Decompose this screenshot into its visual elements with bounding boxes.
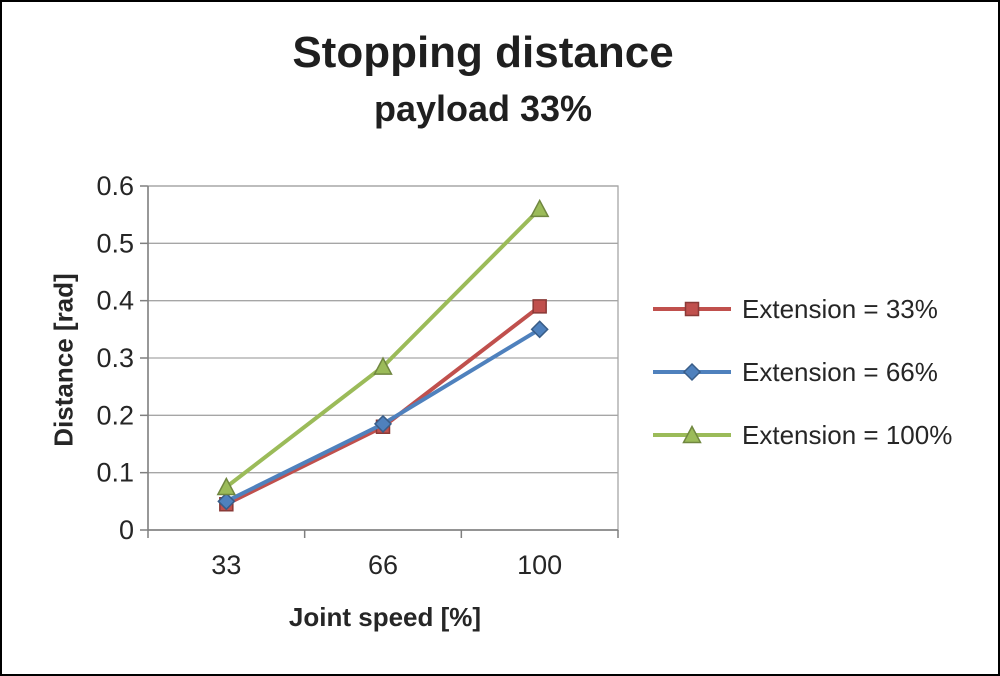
- legend-label: Extension = 100%: [742, 419, 953, 450]
- data-marker: [217, 492, 236, 511]
- x-axis-title: Joint speed [%]: [288, 602, 482, 632]
- series-line: [224, 304, 542, 507]
- legend-item: Extension = 33%: [650, 294, 952, 324]
- chart-title: Stopping distance: [292, 28, 674, 77]
- x-tick-label: 33: [211, 550, 241, 580]
- series-line: [224, 206, 542, 489]
- chart-subtitle: payload 33%: [373, 88, 593, 129]
- data-marker: [532, 299, 547, 314]
- data-marker: [373, 414, 393, 433]
- legend-marker-icon: [653, 301, 731, 317]
- legend-label: Extension = 33%: [742, 293, 938, 324]
- legend-marker-icon: [653, 424, 731, 444]
- x-tick-label: 100: [517, 550, 562, 580]
- data-marker: [529, 198, 550, 218]
- x-tick-label: 66: [368, 550, 398, 580]
- y-tick-label: 0.3: [96, 343, 134, 373]
- legend-label: Extension = 66%: [742, 356, 938, 387]
- data-marker: [530, 320, 549, 339]
- data-marker: [216, 476, 237, 496]
- y-tick-label: 0.2: [96, 400, 134, 430]
- legend: Extension = 33% Extension = 66% Extension …: [650, 294, 952, 450]
- data-marker: [373, 356, 393, 375]
- legend-item: Extension = 100%: [650, 420, 952, 450]
- y-tick-label: 0: [119, 515, 134, 545]
- y-tick-label: 0.5: [96, 228, 134, 258]
- y-tick-label: 0.4: [96, 286, 134, 316]
- y-axis-title: Distance [rad]: [48, 273, 79, 447]
- y-tick-label: 0.6: [96, 171, 134, 201]
- legend-marker-icon: [653, 362, 731, 382]
- y-tick-label: 0.1: [96, 458, 134, 488]
- legend-item: Extension = 66%: [650, 357, 952, 387]
